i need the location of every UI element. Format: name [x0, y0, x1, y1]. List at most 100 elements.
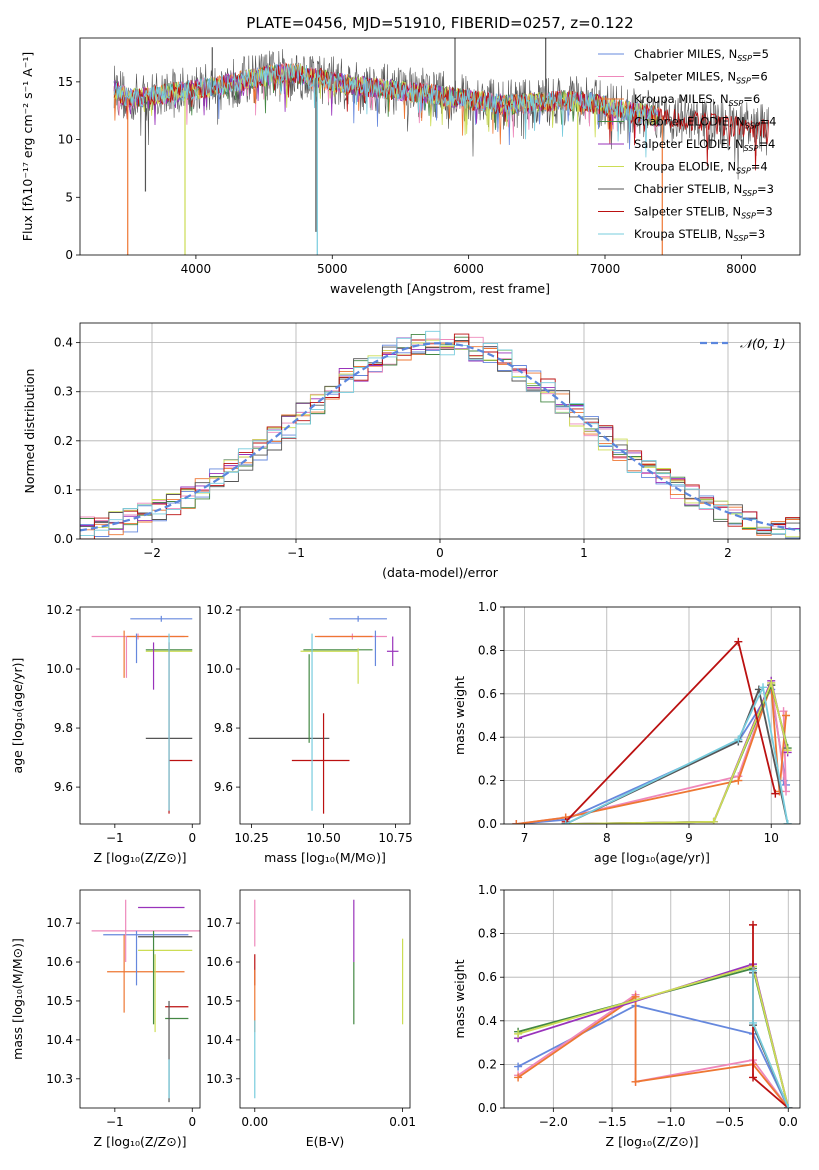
y-tick-label: 9.6	[214, 780, 233, 794]
legend-item: Kroupa STELIB, NSSP=3	[598, 227, 765, 243]
y-tick-label: 10.4	[206, 1033, 233, 1047]
x-tick-label: 6000	[453, 262, 484, 276]
y-tick-label: 0.4	[54, 336, 73, 350]
x-tick-label: 0.0	[779, 1115, 798, 1129]
weight-marker	[734, 776, 743, 785]
spectrum-title: PLATE=0456, MJD=51910, FIBERID=0257, z=0…	[246, 14, 633, 32]
weight-line	[565, 684, 789, 824]
y-tick-label: 1.0	[478, 600, 497, 614]
y-tick-label: 0.4	[478, 1014, 497, 1028]
x-axis-label: E(B-V)	[306, 1134, 345, 1149]
x-axis-label: mass [log₁₀(M/M⊙)]	[264, 850, 386, 865]
axes-frame-6	[239, 889, 411, 1109]
x-tick-label: 2	[724, 546, 732, 560]
y-axis-label: Normed distribution	[22, 369, 37, 494]
y-tick-label: 0.1	[54, 483, 73, 497]
legend-item: Salpeter STELIB, NSSP=3	[598, 205, 773, 221]
x-tick-label: −1	[106, 831, 124, 845]
weight-marker	[767, 678, 776, 687]
y-tick-label: 9.8	[54, 721, 73, 735]
y-tick-label: 10.2	[46, 603, 73, 617]
y-tick-label: 0.0	[478, 1101, 497, 1115]
x-tick-label: 1	[580, 546, 588, 560]
weight-marker	[782, 711, 791, 720]
x-tick-label: 10.25	[234, 831, 268, 845]
y-tick-label: 0.8	[478, 927, 497, 941]
y-tick-label: 1.0	[478, 883, 497, 897]
x-axis-label: Z [log₁₀(Z/Z⊙)]	[606, 1134, 699, 1149]
weight-marker	[749, 1018, 758, 1027]
x-tick-label: 8000	[726, 262, 757, 276]
weight-marker	[734, 637, 743, 646]
x-tick-label: 10.50	[306, 831, 340, 845]
weight-marker	[514, 1062, 523, 1071]
x-tick-label: −1	[287, 546, 305, 560]
y-tick-label: 0.2	[54, 434, 73, 448]
panel-5: −1 0 10.3 10.4 10.5 10.6 10.7 Z [log₁₀(Z/Z⊙)] ma…	[10, 899, 200, 1149]
x-tick-label: 8	[603, 831, 611, 845]
y-tick-label: 10.5	[46, 994, 73, 1008]
y-axis-label: mass [log₁₀(M/M⊙)]	[10, 938, 25, 1060]
y-tick-label: 0.6	[478, 687, 497, 701]
x-tick-label: 7000	[590, 262, 621, 276]
axes-frame-0	[79, 37, 801, 256]
legend-label: Chabrier MILES, NSSP=5	[634, 47, 769, 63]
legend-item: Chabrier ELODIE, NSSP=4	[598, 115, 776, 131]
errorbar-point	[130, 615, 193, 622]
legend-label: Kroupa STELIB, NSSP=3	[634, 227, 765, 243]
y-tick-label: 10.3	[206, 1072, 233, 1086]
weight-marker	[749, 920, 758, 929]
panel-2: −1 0 9.6 9.8 10.0 10.2 Z [log₁₀(Z/Z⊙)] age [log…	[10, 603, 196, 865]
x-tick-label: 0.00	[241, 1115, 268, 1129]
legend-label: Chabrier ELODIE, NSSP=4	[634, 115, 776, 131]
x-tick-label: 10	[764, 831, 779, 845]
x-tick-label: 0	[436, 546, 444, 560]
weight-marker	[631, 1077, 640, 1086]
legend-item: Chabrier MILES, NSSP=5	[598, 47, 769, 63]
y-tick-label: 10.3	[46, 1072, 73, 1086]
axes-frame-1	[79, 322, 801, 540]
axes-frame-7	[503, 889, 801, 1109]
y-tick-label: 10.6	[206, 955, 233, 969]
errorbar-point	[329, 615, 387, 622]
weight-line	[516, 684, 787, 824]
y-tick-label: 0	[65, 248, 73, 262]
x-tick-label: −1.5	[597, 1115, 626, 1129]
y-tick-label: 10.0	[206, 662, 233, 676]
x-tick-label: 10.75	[378, 831, 412, 845]
y-tick-label: 0.2	[478, 774, 497, 788]
weight-marker	[783, 820, 792, 824]
weight-marker	[749, 1073, 758, 1082]
x-tick-label: −1.0	[656, 1115, 685, 1129]
x-axis-label: Z [log₁₀(Z/Z⊙)]	[94, 850, 187, 865]
x-tick-label: 7	[521, 831, 529, 845]
y-axis-label: mass weight	[452, 959, 467, 1038]
y-tick-label: 10.7	[46, 916, 73, 930]
x-tick-label: 0	[188, 1115, 196, 1129]
weight-marker	[734, 735, 743, 744]
y-tick-label: 0.0	[478, 817, 497, 831]
weight-line	[565, 686, 789, 824]
panel-3: 10.25 10.50 10.75 9.6 9.8 10.0 10.2 mass [log₁₀…	[206, 603, 412, 865]
weight-marker	[779, 707, 788, 716]
weight-marker	[783, 746, 792, 755]
legend-label: Kroupa ELODIE, NSSP=4	[634, 160, 768, 176]
y-axis-label: Flux [fλ10⁻¹⁷ erg cm⁻² s⁻¹ A⁻¹]	[20, 52, 35, 241]
errorbar-point	[386, 636, 399, 667]
legend-item: Chabrier STELIB, NSSP=3	[598, 182, 774, 198]
axes-frame-5	[79, 889, 201, 1109]
x-tick-label: 0	[188, 831, 196, 845]
y-tick-label: 10.4	[46, 1033, 73, 1047]
y-tick-label: 0.2	[478, 1057, 497, 1071]
x-axis-label: wavelength [Angstrom, rest frame]	[330, 281, 550, 296]
y-tick-label: 0.6	[478, 970, 497, 984]
y-tick-label: 10.7	[206, 916, 233, 930]
weight-marker	[514, 1073, 523, 1082]
legend-item: Salpeter ELODIE, NSSP=4	[598, 137, 775, 153]
y-tick-label: 0.0	[54, 532, 73, 546]
legend-label: Salpeter ELODIE, NSSP=4	[634, 137, 775, 153]
x-tick-label: 5000	[317, 262, 348, 276]
weight-marker	[709, 817, 718, 824]
legend-item: Kroupa ELODIE, NSSP=4	[598, 160, 768, 176]
panel-4: 7 8 9 10 0.0 0.2 0.4 0.6 0.8 1.0 age [log₁₀(age/yr…	[452, 600, 800, 865]
